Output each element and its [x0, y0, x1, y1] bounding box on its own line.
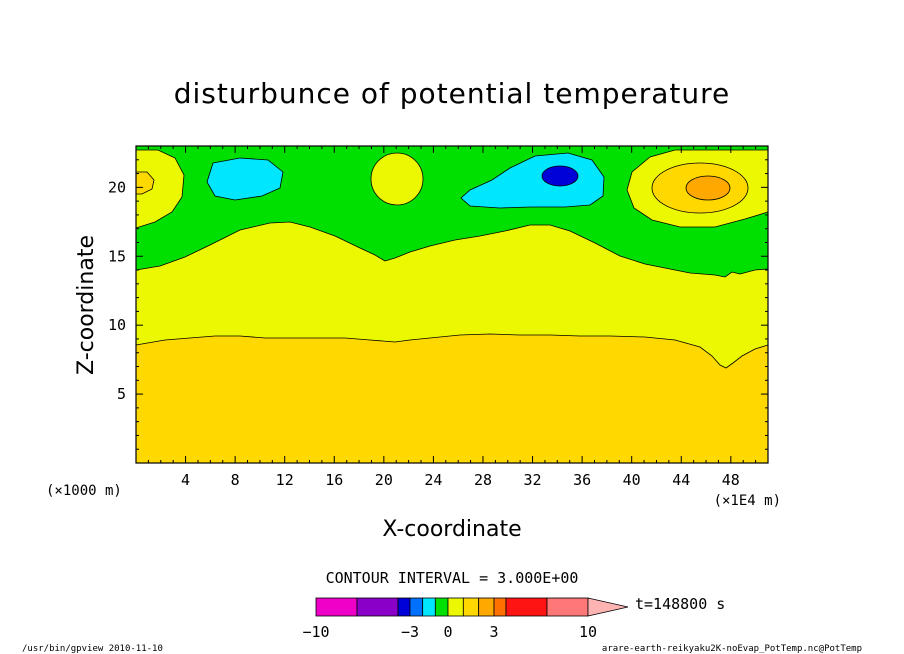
- colorbar-bin: [493, 597, 507, 617]
- footer-right: arare-earth-reikyaku2K-noEvap_PotTemp.nc…: [602, 644, 862, 654]
- colorbar: [315, 597, 629, 617]
- colorbar-bin: [462, 597, 480, 617]
- y-unit-label: (×1000 m): [46, 483, 122, 499]
- y-tick-label: 10: [108, 316, 126, 334]
- y-axis-label: Z-coordinate: [74, 235, 99, 375]
- colorbar-tick-label: 3: [489, 623, 498, 641]
- colorbar-tick-label: −3: [401, 623, 419, 641]
- colorbar-bin: [397, 597, 411, 617]
- x-tick-label: 40: [623, 471, 641, 489]
- colorbar-bin: [447, 597, 464, 617]
- colorbar-tick-label: −10: [302, 623, 329, 641]
- y-tick-label: 5: [117, 385, 126, 403]
- plot-frame: [135, 145, 769, 464]
- colorbar-bin: [409, 597, 424, 617]
- time-label: t=148800 s: [635, 595, 725, 613]
- y-tick-label: 15: [108, 247, 126, 265]
- chart-title: disturbunce of potential temperature: [174, 77, 731, 110]
- blue-core: [541, 165, 579, 187]
- warm-core: [685, 175, 731, 201]
- colorbar-tick-label: 0: [443, 623, 452, 641]
- colorbar-bin: [505, 597, 548, 617]
- x-tick-label: 12: [276, 471, 294, 489]
- x-tick-label: 32: [524, 471, 542, 489]
- x-tick-label: 28: [474, 471, 492, 489]
- cyan-left-blob: [206, 157, 284, 201]
- x-tick-label: 4: [181, 471, 190, 489]
- x-unit-label: (×1E4 m): [714, 493, 781, 509]
- x-tick-label: 20: [375, 471, 393, 489]
- x-tick-label: 36: [573, 471, 591, 489]
- x-tick-label: 8: [231, 471, 240, 489]
- contour-interval-label: CONTOUR INTERVAL = 3.000E+00: [326, 569, 579, 587]
- colorbar-bin: [356, 597, 399, 617]
- colorbar-tick-labels: −10 −3 0 3 10: [302, 623, 597, 641]
- x-tick-marks: [147, 146, 757, 463]
- x-axis-label: X-coordinate: [382, 517, 521, 542]
- footer-left: /usr/bin/gpview 2010-11-10: [22, 644, 163, 654]
- colorbar-bin: [546, 597, 589, 617]
- x-tick-label: 44: [672, 471, 690, 489]
- orange-layer: [135, 333, 769, 464]
- colorbar-arrow: [587, 597, 629, 617]
- x-tick-label: 16: [325, 471, 343, 489]
- x-tick-labels: 4 8 12 16 20 24 28 32 36 40 44 48: [181, 471, 740, 489]
- colorbar-tick-label: 10: [579, 623, 597, 641]
- yellow-center-blob: [370, 152, 424, 206]
- x-tick-label: 24: [424, 471, 442, 489]
- plot-area: [135, 145, 769, 464]
- colorbar-bin: [315, 597, 358, 617]
- y-tick-label: 20: [108, 178, 126, 196]
- colorbar-bin: [478, 597, 495, 617]
- y-tick-marks: [136, 159, 768, 450]
- y-tick-labels: 5 10 15 20: [108, 178, 126, 403]
- colorbar-bin: [434, 597, 449, 617]
- colorbar-bin: [422, 597, 436, 617]
- x-tick-label: 48: [722, 471, 740, 489]
- yellow-left-blob: [135, 149, 185, 229]
